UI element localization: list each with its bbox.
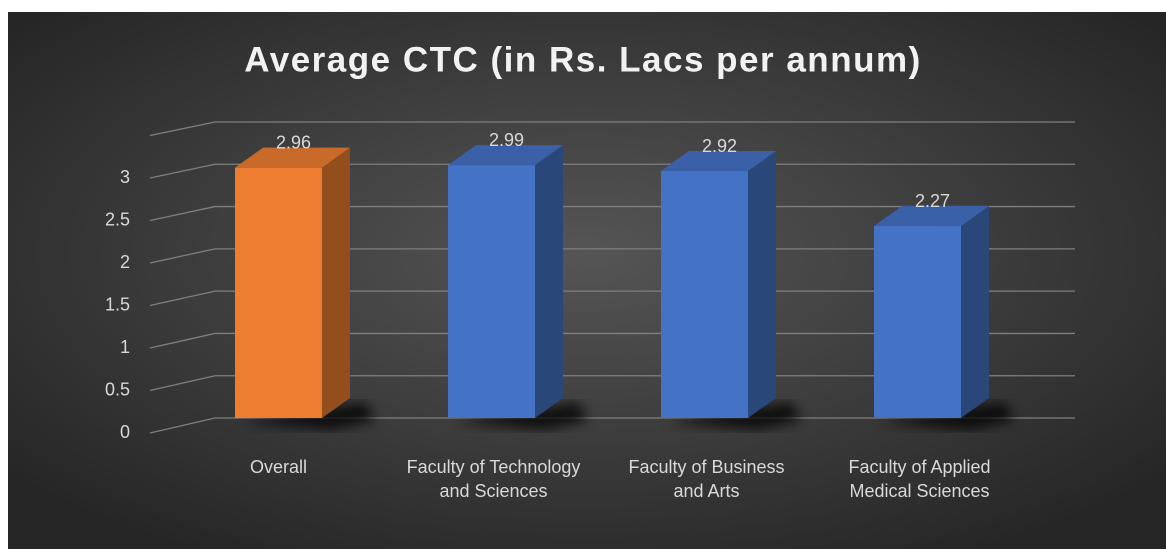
bar <box>661 171 748 418</box>
x-tick-label: Overall <box>249 457 307 477</box>
data-label: 2.99 <box>489 130 524 150</box>
y-tick-label: 3 <box>120 167 130 187</box>
bar-side <box>748 151 776 418</box>
y-tick-label: 0.5 <box>105 379 130 399</box>
grid-line <box>149 375 216 392</box>
bar-top <box>235 147 350 168</box>
grid-line <box>149 417 216 434</box>
grid-line <box>149 163 216 179</box>
data-label: 2.27 <box>915 191 950 211</box>
bar-top <box>661 151 776 172</box>
x-tick-label: Faculty of Applied Medical Sciences <box>848 457 991 501</box>
bar <box>874 226 961 418</box>
bar-side <box>535 145 563 419</box>
y-tick-label: 1 <box>120 337 130 357</box>
bar <box>448 165 535 418</box>
bar <box>235 167 322 418</box>
y-tick-label: 1.5 <box>105 294 130 314</box>
grid-line <box>149 332 216 349</box>
data-label: 2.92 <box>702 136 737 156</box>
bar-top <box>448 145 563 166</box>
grid-line <box>149 205 216 222</box>
grid-line <box>149 248 216 264</box>
y-tick-label: 2.5 <box>105 209 130 229</box>
x-tick-label: Faculty of Business and Arts <box>628 457 785 501</box>
x-tick-label: Faculty of Technology and Sciences <box>406 457 581 501</box>
y-tick-label: 2 <box>120 252 130 272</box>
data-label: 2.96 <box>276 132 311 152</box>
grid-line <box>149 121 216 137</box>
chart-title: Average CTC (in Rs. Lacs per annum) <box>244 40 921 79</box>
y-tick-label: 0 <box>120 422 130 442</box>
bar-top <box>874 206 989 227</box>
grid-line <box>149 290 216 307</box>
bar-side <box>961 206 989 418</box>
bar-side <box>322 147 350 418</box>
